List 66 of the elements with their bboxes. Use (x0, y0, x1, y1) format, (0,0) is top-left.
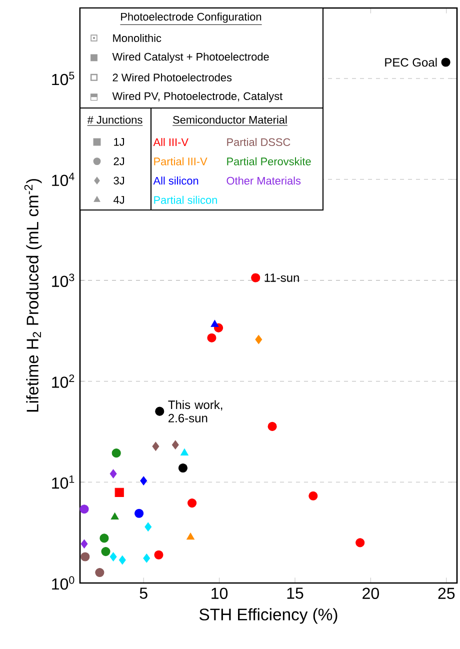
point (80, 504, 89, 514)
y-tick-label: 10$^{1}$ (52, 475, 74, 489)
point (441, 58, 450, 67)
x-tick-label: 25 (438, 588, 455, 600)
y-tick-label: 10$^{3}$ (52, 274, 74, 288)
point (114, 488, 124, 497)
y-axis-title: Lifetime H$_{2}$ Produced (mL cm$^{-2}$) (24, 179, 42, 412)
x-axis-title: STH Efficiency (%) (199, 608, 338, 624)
point (140, 476, 148, 486)
y-tick-label: 10$^{0}$ (52, 576, 74, 590)
text: Partial Perovskite (227, 157, 311, 166)
point (152, 442, 160, 451)
point (255, 334, 262, 344)
point (101, 547, 110, 556)
point (356, 538, 365, 548)
point (154, 550, 164, 560)
x-tick-label: 20 (362, 588, 379, 600)
legend-title: Semiconductor Material (173, 116, 287, 124)
y-tick-label: 10$^{5}$ (52, 72, 74, 86)
y-tick-label: 10$^{2}$ (52, 374, 74, 388)
annotation: 11-sun (264, 274, 299, 282)
x-tick-label: 15 (287, 588, 304, 599)
annotation: This work, 2.6-sun (168, 400, 222, 422)
point (155, 406, 164, 416)
point (110, 469, 117, 478)
x-tick-label: 5 (140, 588, 148, 599)
point (144, 522, 152, 532)
annotation: 1J (114, 138, 124, 146)
annotation: Wired PV, Photoelectrode, Catalyst (112, 92, 283, 102)
point (100, 534, 109, 543)
point (112, 448, 121, 458)
text: Partial DSSC (227, 138, 290, 146)
annotation: Monolithic (113, 34, 162, 42)
point (207, 333, 216, 342)
annotation: 2 Wired Photoelectrodes (112, 73, 232, 82)
annotation: 2J (114, 157, 124, 166)
text: Partial silicon (154, 196, 217, 204)
text: Partial III-V (154, 157, 208, 166)
annotation: Photoelectrode Configuration (121, 12, 262, 23)
y-tick-label: 10$^{4}$ (52, 172, 74, 186)
point (210, 320, 219, 327)
point (308, 491, 318, 500)
point (178, 463, 188, 473)
point (186, 532, 194, 540)
text: All silicon (153, 176, 198, 185)
point (188, 498, 197, 508)
x-tick-label: 10 (212, 588, 228, 600)
point (172, 440, 179, 450)
point (118, 555, 126, 565)
annotation: 4J (114, 196, 124, 204)
point (134, 508, 144, 518)
point (95, 568, 104, 578)
point (251, 273, 260, 282)
annotation: PEC Goal (385, 58, 437, 67)
annotation: # Junctions (87, 116, 142, 124)
point (268, 422, 277, 431)
text: All III-V (153, 138, 188, 146)
text: Other Materials (226, 176, 301, 185)
point (80, 552, 90, 562)
point (110, 512, 119, 520)
point (110, 552, 117, 562)
point (180, 448, 188, 456)
point (143, 554, 150, 563)
point (80, 539, 88, 548)
annotation: 3J (114, 176, 124, 184)
annotation: Wired Catalyst + Photoelectrode (112, 52, 269, 63)
